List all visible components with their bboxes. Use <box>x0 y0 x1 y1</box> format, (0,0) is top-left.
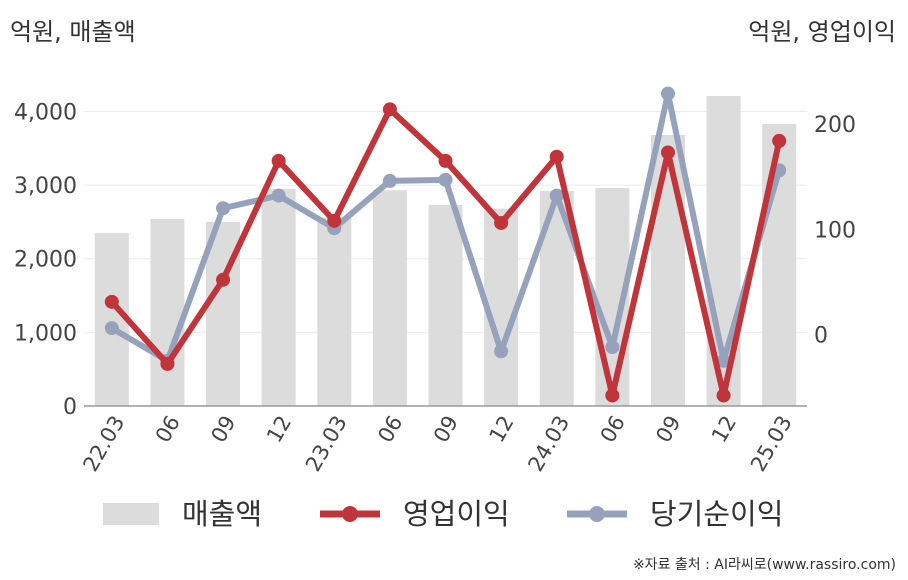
x-tick-label: 12 <box>707 412 741 447</box>
x-tick-label: 25.03 <box>746 412 797 476</box>
legend-swatch-revenue <box>103 503 159 525</box>
x-tick-label: 09 <box>206 412 240 447</box>
x-tick-label: 09 <box>429 412 463 447</box>
right-y-axis: 0 100 200 <box>814 113 856 348</box>
operating-profit-point <box>216 272 231 287</box>
legend-label-net: 당기순이익 <box>650 497 783 531</box>
x-tick-label: 22.03 <box>78 412 129 476</box>
revenue-bar <box>150 218 185 406</box>
operating-profit-point <box>660 145 675 160</box>
legend-marker-net <box>589 506 605 522</box>
revenue-bar <box>650 135 685 406</box>
left-y-axis: 0 1,000 2,000 3,000 4,000 <box>14 100 77 420</box>
x-tick-label: 12 <box>262 412 296 447</box>
legend: 매출액 영업이익 당기순이익 <box>103 497 783 531</box>
x-tick-label: 23.03 <box>301 412 352 476</box>
net-income-point <box>104 321 119 336</box>
x-tick-label: 06 <box>596 412 630 447</box>
left-y-tick-label: 3,000 <box>14 174 77 199</box>
net-income-point <box>660 86 675 101</box>
operating-profit-point <box>438 153 453 168</box>
profit-lines <box>104 86 787 403</box>
left-y-tick-label: 2,000 <box>14 248 77 273</box>
operating-profit-point <box>382 102 397 117</box>
x-axis-ticks: 22.03 06 09 12 23.03 06 09 12 24.03 06 09 12 25.03 <box>78 411 796 475</box>
right-y-tick-label: 0 <box>814 323 828 348</box>
revenue-bar <box>372 190 407 406</box>
operating-profit-point <box>716 388 731 403</box>
net-income-point <box>438 172 453 187</box>
left-y-tick-label: 0 <box>63 395 77 420</box>
right-axis-title: 억원, 영업이익 <box>748 18 896 46</box>
operating-profit-point <box>327 213 342 228</box>
net-income-point <box>549 188 564 203</box>
source-note: ※자료 출처 : AI라씨로(www.rassiro.com) <box>632 557 896 573</box>
left-y-tick-label: 4,000 <box>14 100 77 125</box>
operating-profit-point <box>772 133 787 148</box>
operating-profit-point <box>494 215 509 230</box>
operating-profit-point <box>104 294 119 309</box>
net-income-point <box>605 340 620 355</box>
revenue-bar <box>428 204 463 406</box>
net-income-point <box>494 344 509 359</box>
revenue-bar <box>317 217 352 406</box>
left-axis-title: 억원, 매출액 <box>10 18 136 46</box>
net-income-point <box>216 201 231 216</box>
operating-profit-point <box>160 356 175 371</box>
x-tick-label: 06 <box>151 412 185 447</box>
net-income-point <box>382 173 397 188</box>
operating-profit-point <box>549 149 564 164</box>
revenue-bar <box>261 188 296 406</box>
right-y-tick-label: 100 <box>814 218 856 243</box>
x-tick-label: 24.03 <box>523 412 574 476</box>
net-income-point <box>716 353 731 368</box>
operating-profit-point <box>271 153 286 168</box>
left-y-tick-label: 1,000 <box>14 321 77 346</box>
x-tick-label: 06 <box>373 412 407 447</box>
legend-label-revenue: 매출액 <box>182 497 262 531</box>
revenue-bar <box>94 232 129 406</box>
legend-label-operating: 영업이익 <box>403 497 510 531</box>
x-tick-label: 09 <box>651 412 685 447</box>
net-income-point <box>271 188 286 203</box>
operating-profit-point <box>605 388 620 403</box>
right-y-tick-label: 200 <box>814 113 856 138</box>
x-tick-label: 12 <box>484 411 518 446</box>
legend-marker-operating <box>342 506 358 522</box>
